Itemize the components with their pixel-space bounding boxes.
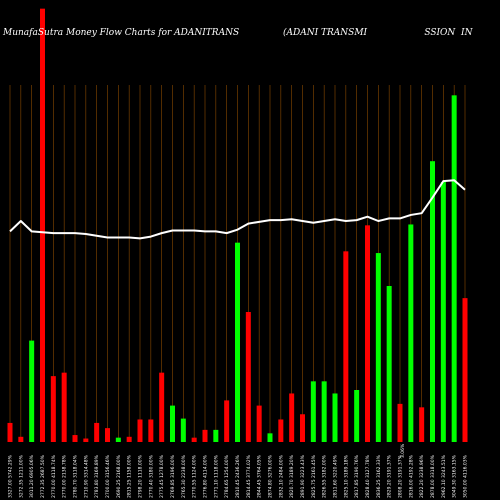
bar <box>105 428 110 442</box>
bar <box>289 393 295 442</box>
bar <box>430 161 435 442</box>
bar <box>7 422 13 442</box>
bar <box>94 422 100 442</box>
bar <box>213 429 219 442</box>
bar <box>137 419 143 442</box>
bar <box>235 242 240 442</box>
x-tick-label: 2784.65 1254.00% <box>224 454 230 498</box>
x-tick-label: 3050.00 4116.03% <box>463 454 469 498</box>
bar <box>354 390 360 442</box>
bar <box>126 436 132 442</box>
x-tick-label: 2829.20 3191.37% <box>387 454 393 498</box>
x-tick-label: 2820.70 3189.20% <box>289 454 295 498</box>
bar <box>256 405 262 442</box>
x-tick-label: 2878.00 3318.00% <box>430 454 436 498</box>
x-tick-label: 2776.80 4114.00% <box>203 454 209 498</box>
x-tick-label: 2844.45 3764.05% <box>257 454 263 498</box>
bar <box>321 381 327 442</box>
price-line <box>9 179 466 240</box>
x-tick-label: 3272.35 1211.00% <box>18 454 24 498</box>
x-tick-label: 2769.85 3196.00% <box>170 454 176 498</box>
x-tick-label: 2828.40 3127.78% <box>365 454 371 498</box>
bar <box>202 429 208 442</box>
bar <box>115 437 121 442</box>
bar <box>300 414 305 442</box>
bar <box>180 418 186 442</box>
bar <box>386 286 392 442</box>
bar <box>191 437 197 442</box>
bar <box>148 419 154 442</box>
x-tick-label: 2811.60 3220.49% <box>333 454 339 498</box>
x-tick-label: 2815.25 1158.00% <box>127 454 133 498</box>
bar <box>72 435 78 442</box>
x-tick-label: 2780.70 3118.04% <box>73 454 79 498</box>
x-tick-label: 2783.80 3169.89% <box>94 454 100 498</box>
x-tick-label: 2810.45 2436.26% <box>235 454 241 498</box>
x-tick-label: 3049.30 3163.15% <box>452 454 458 498</box>
x-tick-label: 2836.25 3162.33% <box>376 454 382 498</box>
x-tick-label: 2770.00 2138.78% <box>62 454 68 498</box>
bar <box>419 407 425 442</box>
x-tick-label: 2771.10 1118.00% <box>213 454 219 498</box>
x-tick-label: 2962.10 3243.51% <box>441 454 447 498</box>
x-tick-label: 2817.85 3190.76% <box>354 454 360 498</box>
bar <box>29 340 35 442</box>
x-tick-label: 2825.75 2161.45% <box>311 454 317 498</box>
bar <box>397 403 403 442</box>
x-tick-label: 2825.10 3189.18% <box>343 454 349 498</box>
bar <box>451 95 457 442</box>
bar <box>462 298 468 442</box>
chart-subtitle: (ADANI TRANSMI SSION IN <box>283 27 474 38</box>
x-tick-label: 2770.40 3180.00% <box>148 454 154 498</box>
x-tick-label: 2770.55 1124.00% <box>192 454 198 498</box>
bar <box>159 372 165 442</box>
bar <box>365 225 370 442</box>
bar <box>343 251 349 442</box>
x-tick-label: 2891.90 3223.43% <box>300 454 306 498</box>
bar <box>40 8 45 443</box>
x-tick-label: 3011.20 6905.06% <box>29 454 35 498</box>
x-tick-label: 2765.30 2238.00% <box>181 454 187 498</box>
bar <box>245 312 251 442</box>
x-tick-label: 2710.90 3314.48% <box>83 454 89 498</box>
bar <box>61 372 67 442</box>
x-tick-label: 3327.00 5742.29% <box>8 454 14 498</box>
x-tick-label: 2775.45 1278.00% <box>159 454 165 498</box>
chart-title: MunafaSutra Money Flow Charts for ADANIT… <box>2 28 239 38</box>
bar <box>18 436 24 442</box>
bar <box>50 376 56 442</box>
x-tick-label: 2814.45 3774.02% <box>246 454 252 498</box>
bar <box>267 433 273 442</box>
x-tick-label: 2798.20 1118.00% <box>138 454 144 498</box>
bar <box>170 405 175 442</box>
x-tick-label: 2770.00 4118.74% <box>51 454 57 498</box>
x-tick-label: 2808.20 3191.37% <box>398 454 404 498</box>
x-tick-labels: 3327.00 5742.29% 3272.35 1211.00% 3011.20 … <box>8 443 469 498</box>
x-tick-label: 2832.10 2484.00% <box>278 454 284 498</box>
x-tick-label: 2826.55 3182.00% <box>322 454 328 498</box>
x-tick-label: 2816.00 4192.28% <box>408 454 414 498</box>
x-tick-label: 2822.20 3238.96% <box>419 454 425 498</box>
x-tick-label: 2690.25 2168.00% <box>116 454 122 498</box>
bar <box>440 182 446 442</box>
bar <box>332 393 338 442</box>
bar <box>224 400 230 442</box>
bar <box>278 419 284 442</box>
bar <box>408 224 414 442</box>
bar <box>83 438 89 442</box>
x-tick-label: 2874.80 3276.00% <box>268 454 274 498</box>
bar-series <box>7 8 468 443</box>
x-tick-label: 2700.00 3156.46% <box>105 454 111 498</box>
extra-tick-label: 3.06% <box>400 443 406 458</box>
x-tick-label: 2772.35 2687.50% <box>40 454 46 498</box>
bar <box>310 381 316 442</box>
bar <box>375 253 381 442</box>
line-series <box>9 179 466 240</box>
